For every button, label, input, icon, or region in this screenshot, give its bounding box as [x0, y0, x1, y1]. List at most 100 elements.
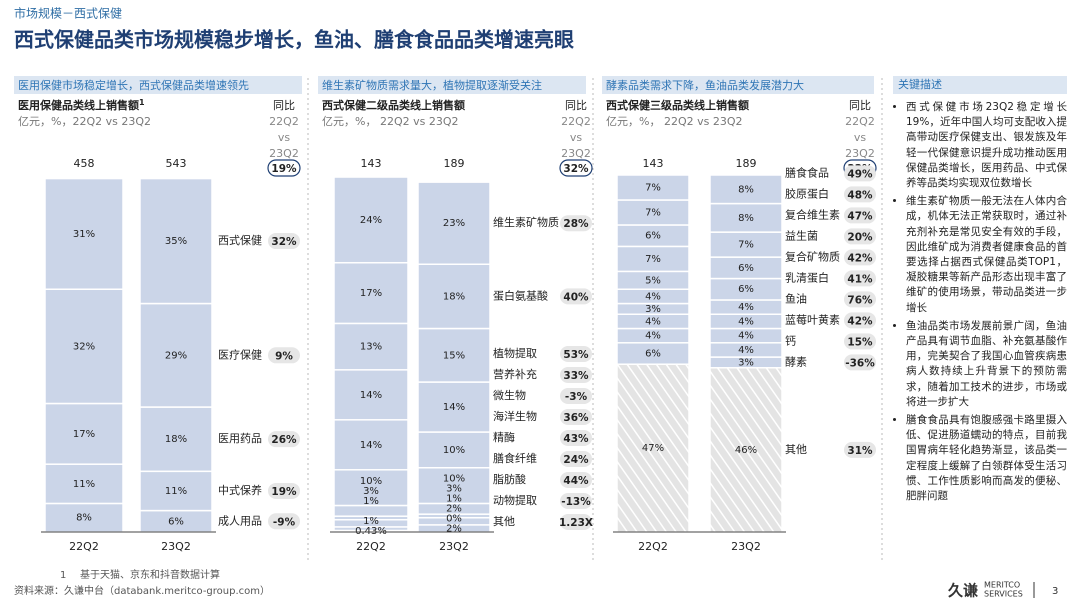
bar-segment [333, 469, 409, 507]
insight-bullet: 西式保健市场23Q2稳定增长19%，近年中国人均可支配收入提高带动医疗保健支出、… [906, 100, 1067, 191]
bar-total: 143 [361, 157, 382, 170]
footnote-mark: 1 [60, 570, 66, 581]
footnote-mark: 1 [139, 98, 145, 107]
growth-label: 47% [847, 210, 873, 222]
panel-header [14, 76, 302, 94]
legend-label: 维生素矿物质 [493, 215, 559, 229]
value-label: 4% [738, 302, 754, 313]
legend-label: 胶原蛋白 [785, 186, 829, 200]
growth-pill [844, 165, 876, 182]
legend-label: 膳食食品 [785, 165, 829, 179]
bar-total: 543 [166, 157, 187, 170]
growth-label: -3% [565, 391, 588, 403]
bar-segment [417, 381, 491, 433]
growth-pill [268, 482, 300, 499]
growth-pill [844, 312, 876, 329]
growth-pill [268, 233, 300, 250]
logo-en: SERVICES [984, 590, 1023, 599]
value-label: 24% [360, 215, 382, 226]
value-label: 7% [738, 240, 754, 251]
value-label: 4% [645, 291, 661, 302]
bar-segment [333, 176, 409, 264]
breadcrumb: 市场规模－西式保健 [14, 6, 122, 21]
logo-en: MERITCO [984, 581, 1020, 590]
logo-cn: 久谦 [948, 582, 978, 600]
panel-header [602, 76, 874, 94]
bar-segment [417, 263, 491, 330]
yoy-period: 22Q2 [845, 115, 875, 128]
value-label: 32% [73, 341, 95, 352]
growth-pill [268, 347, 300, 364]
insight-bullet: 维生素矿物质一般无法在人体内合成，机体无法正常获取时，通过补充剂补充是常见安全有… [906, 194, 1067, 316]
growth-pill [844, 441, 876, 458]
growth-pill [844, 354, 876, 371]
yoy-period: vs [854, 131, 867, 144]
legend-label: 蓝莓叶黄素 [785, 312, 840, 326]
bar-total: 189 [444, 157, 465, 170]
bar-segment [44, 288, 124, 405]
growth-label: 36% [563, 412, 589, 424]
value-label: 29% [165, 350, 187, 361]
growth-pill [560, 451, 592, 467]
growth-pill [560, 430, 592, 446]
yoy-header: 同比 [849, 99, 871, 112]
bar-segment [44, 402, 124, 465]
page-title: 西式保健品类市场规模稳步增长，鱼油、膳食食品品类增速亮眼 [14, 28, 574, 52]
bar-total: 143 [643, 157, 664, 170]
legend-label: 精酶 [493, 431, 515, 444]
growth-pill [268, 513, 300, 530]
legend-label: 微生物 [493, 388, 526, 402]
chart-subtitle: 西式保健二级品类线上销售额 [322, 98, 465, 112]
insights-list: 西式保健市场23Q2稳定增长19%，近年中国人均可支配收入提高带动医疗保健支出、… [893, 100, 1067, 504]
legend-label: 钙 [785, 333, 796, 347]
value-label: 2% [446, 523, 462, 534]
growth-label: 49% [847, 168, 873, 180]
growth-pill [844, 270, 876, 287]
growth-pill [559, 159, 593, 177]
growth-label: 28% [563, 218, 589, 230]
chart-unit: 亿元，%， 22Q2 vs 23Q2 [322, 115, 459, 128]
value-label: 17% [73, 429, 95, 440]
x-tick-label: 22Q2 [356, 540, 386, 553]
legend-label: 成人用品 [218, 514, 262, 527]
insight-bullet: 鱼油品类市场发展前景广阔，鱼油产品具有调节血脂、补充氨基酸作用，完美契合了我国心… [906, 319, 1067, 410]
legend-label: 酵素 [785, 355, 807, 368]
growth-label: 24% [563, 454, 589, 466]
value-label: 1% [446, 493, 462, 504]
insights-title: 关键描述 [893, 76, 1067, 94]
growth-pill [844, 333, 876, 350]
growth-label: 41% [847, 273, 873, 285]
value-label: 7% [645, 182, 661, 193]
value-label: 10% [443, 445, 465, 456]
chart-subtitle: 医用保健品类线上销售额1 [18, 98, 145, 113]
value-label: 1% [363, 496, 379, 507]
yoy-period: 23Q2 [269, 147, 299, 160]
value-label: 8% [738, 184, 754, 195]
legend-label: 复合矿物质 [785, 249, 840, 263]
growth-label: 19% [271, 486, 297, 498]
bar-segment [709, 174, 783, 205]
legend-label: 复合维生素 [785, 207, 840, 221]
growth-pill [267, 159, 301, 177]
value-label: 5% [645, 275, 661, 286]
legend-label: 海洋生物 [493, 409, 537, 423]
value-label: 46% [735, 445, 757, 456]
yoy-period: 23Q2 [845, 147, 875, 160]
value-label: 8% [738, 213, 754, 224]
x-tick-label: 23Q2 [439, 540, 469, 553]
value-label: 2% [446, 503, 462, 514]
value-label: 10% [360, 476, 382, 487]
value-label: 11% [165, 486, 187, 497]
value-label: 3% [738, 357, 754, 368]
panel-title: 酵素品类需求下降，鱼油品类发展潜力大 [606, 78, 804, 92]
yoy-header: 同比 [565, 99, 587, 112]
panel-title: 维生素矿物质需求量大，植物提取逐渐受关注 [322, 78, 542, 92]
value-label: 13% [360, 342, 382, 353]
legend-label: 蛋白氨基酸 [493, 288, 548, 302]
value-label: 10% [443, 473, 465, 484]
bar-segment [333, 261, 409, 325]
yoy-period: vs [570, 131, 583, 144]
growth-pill [844, 291, 876, 308]
growth-label: -36% [845, 357, 875, 369]
bar-segment [417, 181, 491, 265]
